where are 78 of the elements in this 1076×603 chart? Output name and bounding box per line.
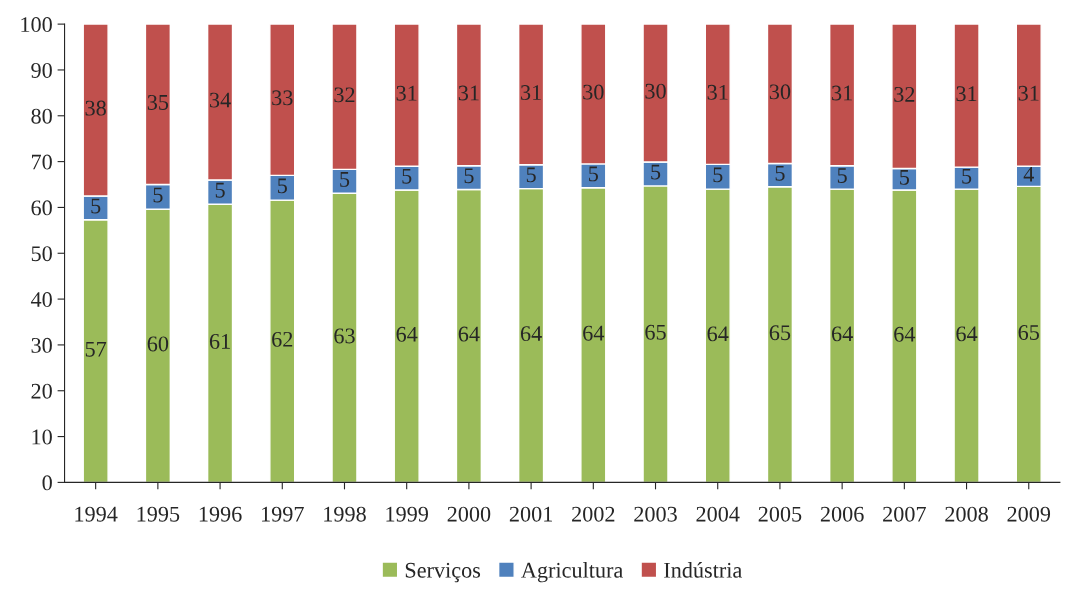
data-label: 5 bbox=[589, 166, 598, 182]
data-label: 30 bbox=[645, 83, 666, 99]
x-tick-label: 2003 bbox=[634, 506, 677, 522]
data-label: 64 bbox=[894, 326, 916, 342]
data-label: 5 bbox=[651, 164, 661, 180]
data-label: 64 bbox=[396, 326, 418, 342]
legend-label: Agricultura bbox=[521, 562, 623, 583]
data-label: 64 bbox=[707, 326, 729, 342]
data-label: 5 bbox=[464, 168, 474, 184]
data-label: 31 bbox=[956, 86, 977, 102]
data-label: 64 bbox=[458, 326, 480, 342]
data-label: 30 bbox=[583, 84, 604, 100]
y-tick-label: 80 bbox=[31, 108, 52, 124]
data-label: 5 bbox=[340, 172, 350, 187]
data-label: 65 bbox=[769, 325, 791, 341]
data-label: 60 bbox=[147, 336, 169, 352]
data-label: 63 bbox=[334, 328, 355, 344]
data-label: 5 bbox=[962, 168, 972, 184]
data-label: 5 bbox=[526, 167, 536, 183]
data-label: 5 bbox=[91, 198, 101, 214]
y-tick-label: 40 bbox=[30, 292, 52, 308]
x-tick-label: 1998 bbox=[324, 506, 366, 522]
data-label: 5 bbox=[215, 182, 225, 198]
x-tick-label: 1999 bbox=[386, 506, 429, 522]
y-tick-label: 0 bbox=[42, 475, 52, 491]
x-tick-label: 1996 bbox=[199, 506, 242, 522]
legend-label: Serviços bbox=[405, 562, 481, 583]
data-label: 64 bbox=[520, 326, 542, 342]
data-label: 38 bbox=[85, 100, 106, 116]
y-tick-label: 100 bbox=[21, 17, 52, 33]
data-label: 32 bbox=[334, 87, 355, 103]
data-label: 57 bbox=[85, 341, 107, 357]
data-label: 5 bbox=[153, 187, 163, 203]
x-tick-label: 2002 bbox=[572, 506, 615, 522]
x-tick-label: 2009 bbox=[1007, 506, 1051, 522]
data-label: 61 bbox=[209, 333, 230, 349]
data-label: 35 bbox=[147, 94, 169, 110]
x-tick-label: 1995 bbox=[137, 506, 180, 522]
data-label: 30 bbox=[769, 84, 791, 100]
y-tick-label: 10 bbox=[32, 429, 52, 445]
x-tick-label: 2007 bbox=[883, 506, 926, 522]
x-tick-label: 2000 bbox=[447, 506, 491, 522]
y-tick-label: 20 bbox=[31, 383, 52, 399]
data-label: 65 bbox=[645, 324, 666, 340]
x-tick-label: 1994 bbox=[75, 506, 118, 522]
data-label: 5 bbox=[713, 167, 723, 183]
x-tick-label: 2004 bbox=[696, 506, 740, 522]
data-label: 64 bbox=[956, 326, 978, 342]
legend-label: Indústria bbox=[664, 562, 742, 578]
data-label: 31 bbox=[832, 85, 852, 101]
data-label: 31 bbox=[521, 85, 541, 101]
x-tick-label: 2008 bbox=[945, 506, 988, 522]
y-tick-label: 30 bbox=[31, 337, 52, 353]
x-tick-label: 2005 bbox=[758, 506, 802, 522]
data-label: 4 bbox=[1023, 166, 1034, 182]
y-tick-label: 50 bbox=[31, 246, 52, 262]
y-tick-label: 90 bbox=[31, 62, 52, 78]
data-label: 5 bbox=[900, 170, 910, 185]
y-tick-label: 70 bbox=[32, 154, 52, 170]
y-tick-label: 60 bbox=[31, 200, 52, 216]
data-label: 34 bbox=[210, 92, 231, 108]
data-label: 31 bbox=[396, 85, 417, 101]
data-label: 62 bbox=[272, 331, 293, 347]
x-tick-label: 2001 bbox=[509, 506, 552, 522]
x-tick-label: 1997 bbox=[262, 506, 304, 522]
data-label: 5 bbox=[402, 168, 412, 184]
data-label: 33 bbox=[272, 90, 293, 106]
data-label: 5 bbox=[837, 168, 847, 183]
data-label: 32 bbox=[894, 86, 915, 102]
data-label: 31 bbox=[707, 84, 728, 100]
data-label: 5 bbox=[278, 178, 287, 194]
data-label: 65 bbox=[1018, 325, 1039, 340]
data-label: 31 bbox=[458, 85, 479, 101]
data-label: 64 bbox=[831, 326, 853, 342]
data-label: 64 bbox=[583, 325, 605, 341]
data-label: 5 bbox=[775, 165, 785, 181]
data-label: 31 bbox=[1018, 85, 1039, 101]
x-tick-label: 2006 bbox=[820, 506, 864, 522]
